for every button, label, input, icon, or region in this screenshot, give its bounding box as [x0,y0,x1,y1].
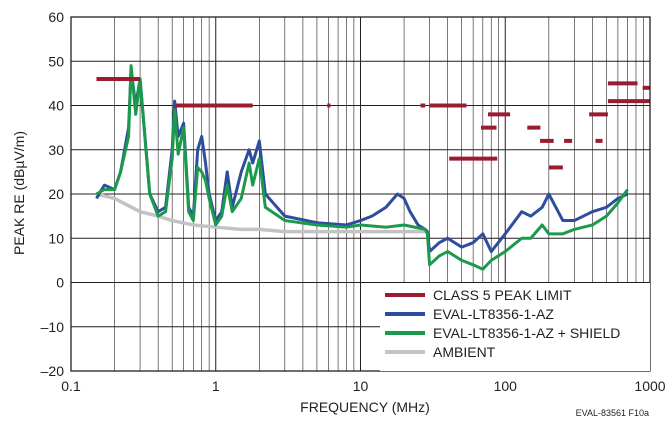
x-tick-label: 100 [494,378,518,394]
x-tick-label: 1000 [634,378,665,394]
y-tick-label: 50 [48,53,64,69]
plot-frame [70,16,651,372]
legend: CLASS 5 PEAK LIMIT EVAL-LT8356-1-AZ EVAL-L… [380,283,650,371]
legend-background [380,283,650,371]
x-tick-label: 1 [212,378,220,394]
y-tick-label: 30 [48,142,64,158]
y-tick-label: –20 [41,363,65,379]
series-line-2 [95,68,629,254]
frame-layer [70,16,651,372]
legend-label: CLASS 5 PEAK LIMIT [433,287,572,303]
footnote: EVAL-83561 F10a [576,408,649,418]
x-axis-title: FREQUENCY (MHz) [300,399,430,415]
legend-label: AMBIENT [433,344,496,360]
y-tick-label: 60 [48,9,64,25]
series-line-3 [95,64,629,271]
limit-layer [96,76,650,170]
x-tick-label: 10 [353,378,369,394]
x-tick-label: 0.1 [61,378,81,394]
y-tick-label: 40 [48,98,64,114]
y-tick-label: 20 [48,186,64,202]
y-tick-label: –10 [41,319,65,335]
series-line-1 [96,192,426,234]
legend-label: EVAL-LT8356-1-AZ + SHIELD [433,325,620,341]
legend-label: EVAL-LT8356-1-AZ [433,306,554,322]
y-axis-title: PEAK RE (dBµV/m) [11,131,27,255]
series-layer [95,64,629,271]
tick-label-layer: 0.1 1 10 100 1000 –20 –10 0 10 20 30 40 50 60 [41,9,666,394]
y-tick-label: 10 [48,230,64,246]
y-tick-label: 0 [56,275,64,291]
